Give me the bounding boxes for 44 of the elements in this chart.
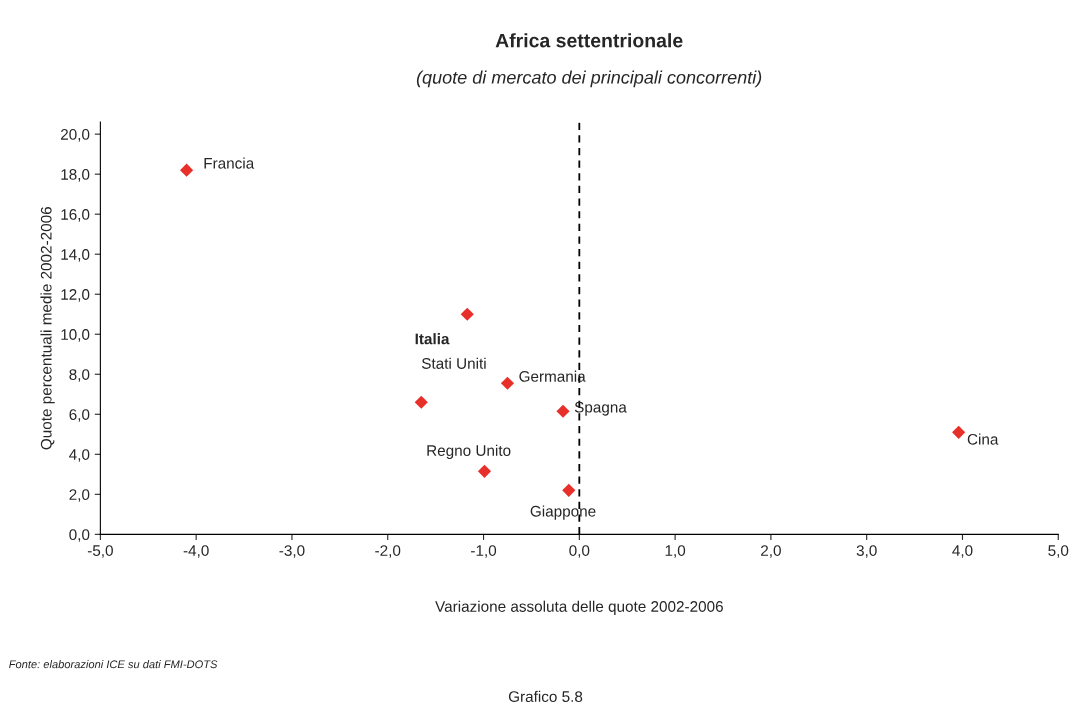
annotation: Stati Uniti: [421, 357, 486, 369]
y-tick-label: 2,0: [69, 489, 90, 502]
point: [460, 307, 474, 321]
x-tick-label: 1,0: [665, 545, 686, 558]
x-tick-label: -5,0: [87, 545, 113, 558]
y-axis-title: Quote percentuali medie 2002-2006: [40, 207, 55, 450]
x-tick-label: -4,0: [183, 545, 209, 558]
y-tick-label: 12,0: [61, 289, 90, 302]
x-tick-label: 5,0: [1048, 545, 1069, 558]
y-tick-label: 6,0: [69, 409, 90, 422]
point: [556, 404, 570, 418]
annotation: Germania: [519, 370, 586, 382]
x-tick-label: 4,0: [952, 545, 973, 558]
point: [179, 163, 194, 177]
y-tick-label: 20,0: [60, 129, 90, 142]
y-tick-label: 0,0: [69, 529, 90, 542]
y-tick-label: 14,0: [61, 249, 90, 262]
point: [562, 483, 576, 497]
y-tick-label: 4,0: [69, 449, 90, 462]
x-tick-label: 3,0: [856, 545, 877, 558]
annotation: Spagna: [574, 401, 627, 416]
point: [500, 376, 515, 390]
x-tick-label: -3,0: [279, 545, 305, 558]
source-note: Fonte: elaborazioni ICE su dati FMI-DOTS: [9, 660, 218, 669]
annotation: Cina: [967, 433, 999, 445]
x-tick-label: -1,0: [471, 545, 497, 558]
x-tick-label: 0,0: [569, 545, 590, 558]
x-axis-title: Variazione assoluta delle quote 2002-2006: [435, 600, 723, 615]
y-tick-label: 18,0: [61, 169, 90, 182]
annotation: Francia: [204, 157, 255, 169]
chart-subtitle: (quote di mercato dei principali concorrenti): [416, 70, 762, 88]
y-tick-label: 10,0: [61, 329, 90, 342]
y-tick-label: 8,0: [69, 369, 90, 382]
x-tick-label: -2,0: [375, 545, 401, 558]
annotation: Giappone: [530, 505, 596, 520]
annotation: Italia: [415, 333, 450, 345]
y-tick-label: 16,0: [61, 209, 90, 222]
text: Grafico 5.8: [508, 690, 583, 703]
annotation: Regno Unito: [427, 444, 511, 459]
point: [477, 464, 492, 478]
point: [414, 395, 428, 409]
x-tick-label: 2,0: [761, 545, 781, 558]
point: [952, 425, 966, 439]
chart-title: Africa settentrionale: [495, 33, 683, 48]
